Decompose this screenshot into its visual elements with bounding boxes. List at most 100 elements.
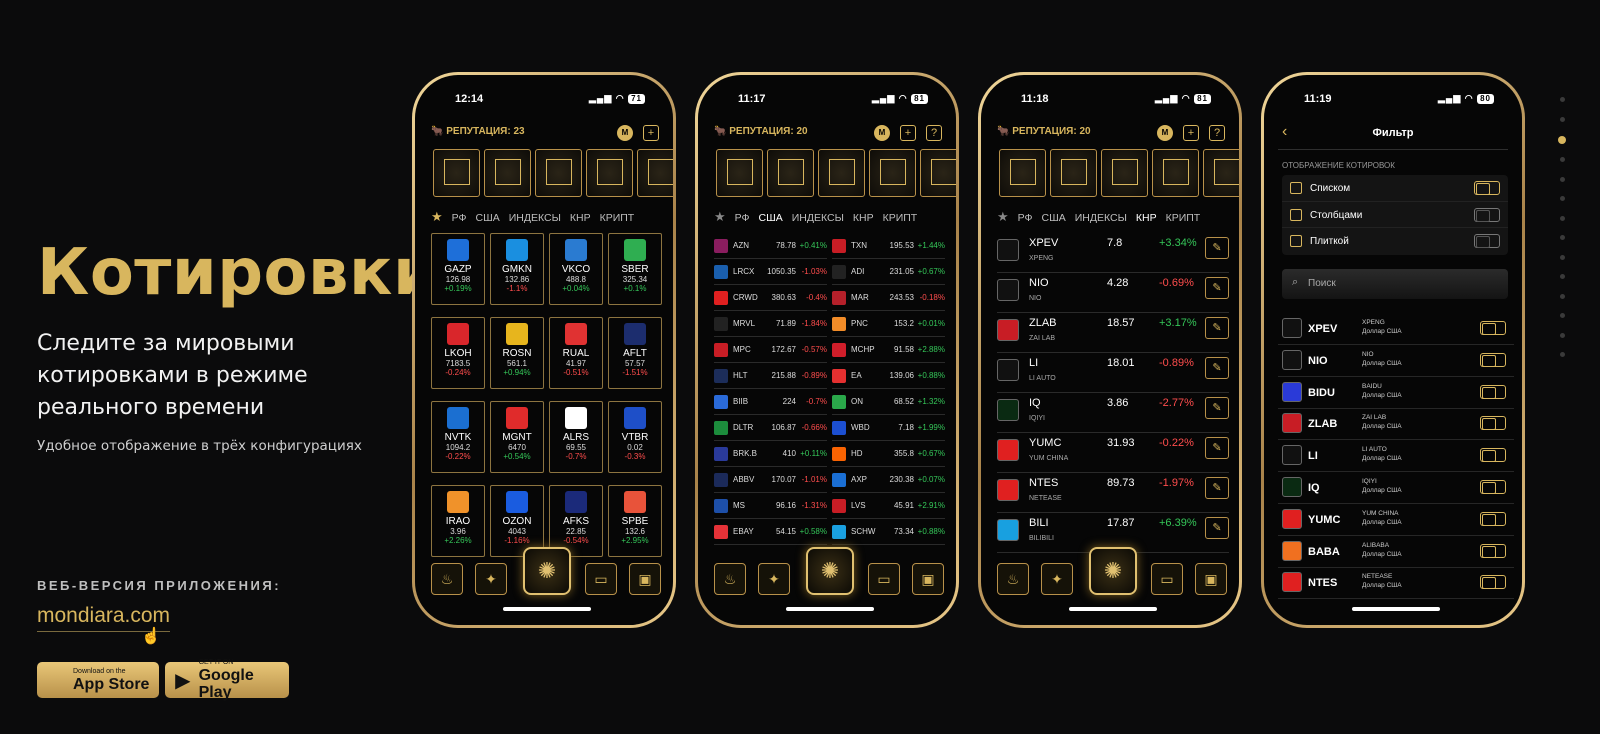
quote-tile[interactable]: AFLT 57.57 -1.51% bbox=[608, 317, 662, 389]
filter-ticker-row[interactable]: YUMC YUM CHINA Доллар США bbox=[1278, 504, 1514, 536]
quote-row[interactable]: LRCX 1050.35 -1.03% bbox=[714, 259, 827, 285]
ticker-visibility-toggle[interactable] bbox=[1480, 480, 1506, 494]
app-store-button[interactable]: Download on the App Store bbox=[37, 662, 159, 698]
option-list[interactable]: Списком bbox=[1282, 175, 1508, 202]
help-button[interactable]: ? bbox=[1209, 125, 1225, 141]
story-thumb[interactable] bbox=[586, 149, 633, 197]
edit-pencil-icon[interactable]: ✎ bbox=[1205, 357, 1229, 379]
tab-rf[interactable]: РФ bbox=[1017, 212, 1033, 224]
story-thumb[interactable] bbox=[818, 149, 865, 197]
add-button[interactable]: + bbox=[1183, 125, 1199, 141]
quote-row[interactable]: EBAY 54.15 +0.58% bbox=[714, 519, 827, 545]
story-thumb[interactable] bbox=[1203, 149, 1239, 197]
ticker-visibility-toggle[interactable] bbox=[1480, 543, 1506, 558]
nav-home-button[interactable]: ✺ bbox=[1089, 547, 1137, 595]
quote-row[interactable]: ZLAB ZAI LAB 18.57 +3.17% ✎ bbox=[997, 313, 1229, 353]
carousel-dot[interactable] bbox=[1559, 215, 1565, 221]
nav-cards-icon[interactable]: ▣ bbox=[1195, 563, 1227, 595]
toggle-tiles[interactable] bbox=[1474, 234, 1500, 249]
filter-ticker-row[interactable]: NIO NIO Доллар США bbox=[1278, 345, 1514, 377]
quote-row[interactable]: ADI 231.05 +0.67% bbox=[832, 259, 945, 285]
tab-usa[interactable]: США bbox=[758, 212, 783, 224]
story-thumb[interactable] bbox=[920, 149, 956, 197]
carousel-dot[interactable] bbox=[1559, 293, 1565, 299]
nav-chat-icon[interactable]: ▭ bbox=[868, 563, 900, 595]
edit-pencil-icon[interactable]: ✎ bbox=[1205, 317, 1229, 339]
ticker-visibility-toggle[interactable] bbox=[1480, 511, 1506, 526]
quote-row[interactable]: MAR 243.53 -0.18% bbox=[832, 285, 945, 311]
quote-row[interactable]: HD 355.8 +0.67% bbox=[832, 441, 945, 467]
quote-row[interactable]: SCHW 73.34 +0.88% bbox=[832, 519, 945, 545]
carousel-dot[interactable] bbox=[1559, 313, 1565, 318]
quote-tile[interactable]: SPBE 132.6 +2.95% bbox=[608, 485, 662, 557]
quote-row[interactable]: NTES NETEASE 89.73 -1.97% ✎ bbox=[997, 473, 1229, 513]
add-button[interactable]: + bbox=[643, 125, 659, 141]
story-thumb[interactable] bbox=[869, 149, 916, 197]
story-thumb[interactable] bbox=[767, 149, 814, 197]
quote-tile[interactable]: AFKS 22.85 -0.54% bbox=[549, 485, 603, 557]
tab-crypto[interactable]: КРИПТ bbox=[882, 212, 918, 224]
tab-indices[interactable]: ИНДЕКСЫ bbox=[508, 212, 561, 224]
toggle-list[interactable] bbox=[1474, 181, 1500, 195]
carousel-dot[interactable] bbox=[1559, 97, 1565, 102]
carousel-dot[interactable] bbox=[1559, 235, 1565, 240]
tab-china[interactable]: КНР bbox=[852, 212, 874, 224]
quote-tile[interactable]: SBER 325.34 +0.1% bbox=[608, 233, 662, 305]
tab-rf[interactable]: РФ bbox=[451, 212, 467, 224]
quote-row[interactable]: WBD 7.18 +1.99% bbox=[832, 415, 945, 441]
quote-row[interactable]: AZN 78.78 +0.41% bbox=[714, 233, 827, 259]
quote-tile[interactable]: GAZP 126.98 +0.19% bbox=[431, 233, 485, 305]
edit-pencil-icon[interactable]: ✎ bbox=[1205, 437, 1229, 459]
quote-row[interactable]: PNC 153.2 +0.01% bbox=[832, 311, 945, 337]
favorites-star-icon[interactable]: ★ bbox=[997, 209, 1009, 224]
filter-ticker-row[interactable]: XPEV XPENG Доллар США bbox=[1278, 313, 1514, 345]
quote-tile[interactable]: ALRS 69.55 -0.7% bbox=[549, 401, 603, 473]
quote-tile[interactable]: NVTK 1094.2 -0.22% bbox=[431, 401, 485, 473]
tab-indices[interactable]: ИНДЕКСЫ bbox=[791, 212, 844, 224]
quote-tile[interactable]: ROSN 561.1 +0.94% bbox=[490, 317, 544, 389]
tab-indices[interactable]: ИНДЕКСЫ bbox=[1074, 212, 1127, 224]
nav-map-icon[interactable]: ✦ bbox=[475, 563, 507, 595]
edit-pencil-icon[interactable]: ✎ bbox=[1205, 237, 1229, 259]
quote-row[interactable]: BILI BILIBILI 17.87 +6.39% ✎ bbox=[997, 513, 1229, 553]
quote-row[interactable]: ABBV 170.07 -1.01% bbox=[714, 467, 827, 493]
ticker-visibility-toggle[interactable] bbox=[1480, 352, 1506, 367]
ticker-visibility-toggle[interactable] bbox=[1480, 321, 1506, 335]
filter-ticker-row[interactable]: ZLAB ZAI LAB Доллар США bbox=[1278, 408, 1514, 441]
coin-icon[interactable]: M bbox=[1157, 125, 1173, 141]
tab-crypto[interactable]: КРИПТ bbox=[599, 212, 635, 224]
stories-strip[interactable] bbox=[999, 149, 1239, 197]
back-chevron-icon[interactable]: ‹ bbox=[1282, 123, 1288, 140]
favorites-star-icon[interactable]: ★ bbox=[431, 209, 443, 224]
edit-pencil-icon[interactable]: ✎ bbox=[1205, 517, 1229, 539]
nav-cards-icon[interactable]: ▣ bbox=[912, 563, 944, 595]
option-columns[interactable]: Столбцами bbox=[1282, 202, 1508, 229]
nav-map-icon[interactable]: ✦ bbox=[758, 563, 790, 595]
quote-row[interactable]: MS 96.16 -1.31% bbox=[714, 493, 827, 519]
story-thumb[interactable] bbox=[637, 149, 673, 197]
nav-fire-icon[interactable]: ♨ bbox=[431, 563, 463, 595]
carousel-dot[interactable] bbox=[1559, 157, 1565, 162]
tab-china[interactable]: КНР bbox=[569, 212, 591, 224]
quote-row[interactable]: NIO NIO 4.28 -0.69% ✎ bbox=[997, 273, 1229, 313]
quote-row[interactable]: IQ IQIYI 3.86 -2.77% ✎ bbox=[997, 393, 1229, 433]
quote-tile[interactable]: OZON 4043 -1.16% bbox=[490, 485, 544, 557]
favorites-star-icon[interactable]: ★ bbox=[714, 209, 726, 224]
quote-tile[interactable]: MGNT 6470 +0.54% bbox=[490, 401, 544, 473]
carousel-dot[interactable] bbox=[1559, 254, 1565, 260]
tab-china[interactable]: КНР bbox=[1135, 212, 1157, 224]
story-thumb[interactable] bbox=[484, 149, 531, 197]
filter-ticker-row[interactable]: BIDU BAIDU Доллар США bbox=[1278, 377, 1514, 409]
quote-tile[interactable]: IRAO 3.96 +2.26% bbox=[431, 485, 485, 557]
edit-pencil-icon[interactable]: ✎ bbox=[1205, 277, 1229, 299]
tab-usa[interactable]: США bbox=[475, 212, 500, 224]
quote-tile[interactable]: VKCO 488.8 +0.04% bbox=[549, 233, 603, 305]
coin-icon[interactable]: M bbox=[874, 125, 890, 141]
toggle-columns[interactable] bbox=[1474, 207, 1500, 222]
carousel-dot-active[interactable] bbox=[1558, 136, 1566, 144]
option-tiles[interactable]: Плиткой bbox=[1282, 228, 1508, 255]
search-input[interactable]: ⌕ Поиск bbox=[1282, 269, 1508, 299]
story-thumb[interactable] bbox=[999, 149, 1046, 197]
quote-row[interactable]: YUMC YUM CHINA 31.93 -0.22% ✎ bbox=[997, 433, 1229, 473]
quote-row[interactable]: MRVL 71.89 -1.84% bbox=[714, 311, 827, 337]
